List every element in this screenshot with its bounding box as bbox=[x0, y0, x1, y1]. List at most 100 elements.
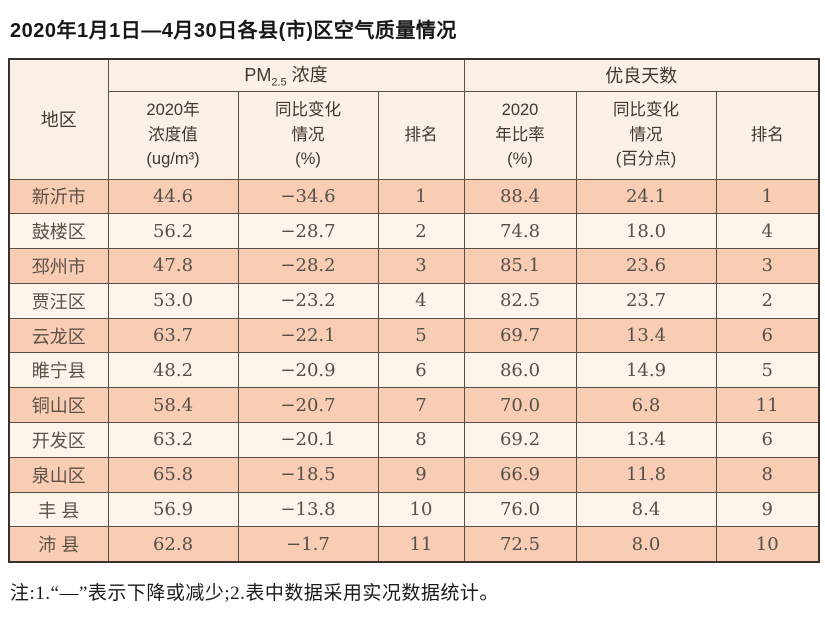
table-row: 铜山区 58.4 −20.7 7 70.0 6.8 11 bbox=[8, 387, 820, 424]
value-cell: 5 bbox=[715, 352, 820, 389]
value-cell: −20.1 bbox=[237, 422, 379, 458]
header-line: 2020年 bbox=[146, 100, 200, 119]
pm25-label-suffix: 浓度 bbox=[286, 65, 328, 86]
value-cell: 18.0 bbox=[575, 213, 717, 250]
value-cell: 4 bbox=[377, 282, 465, 319]
subheader-good-rank: 排名 bbox=[715, 90, 820, 180]
value-cell: 2 bbox=[715, 282, 820, 319]
group-header-row: 地区 PM2.5 浓度 优良天数 bbox=[8, 58, 820, 180]
value-cell: 3 bbox=[377, 248, 465, 284]
value-cell: 88.4 bbox=[463, 178, 577, 215]
footnote: 注:1.“—”表示下降或减少;2.表中数据采用实况数据统计。 bbox=[10, 582, 499, 604]
value-cell: −13.8 bbox=[237, 491, 379, 528]
value-cell: 23.7 bbox=[575, 282, 717, 319]
value-cell: 4 bbox=[715, 213, 820, 250]
region-cell: 云龙区 bbox=[8, 317, 109, 354]
subheader-good-change: 同比变化 情况 (百分点) bbox=[575, 90, 717, 180]
value-cell: 1 bbox=[715, 178, 820, 215]
value-cell: 58.4 bbox=[107, 387, 239, 424]
value-cell: 23.6 bbox=[575, 248, 717, 284]
subheader-pm-rank: 排名 bbox=[377, 90, 465, 180]
table-row: 邳州市 47.8 −28.2 3 85.1 23.6 3 bbox=[8, 248, 820, 284]
air-quality-table: 地区 PM2.5 浓度 优良天数 2020年 浓度值 (ug/m³) 同比变化 … bbox=[8, 58, 821, 563]
region-cell: 开发区 bbox=[8, 422, 109, 458]
header-line: 2020 bbox=[501, 100, 539, 119]
subheader-good-rate: 2020 年比率 (%) bbox=[463, 90, 577, 180]
header-line: (%) bbox=[507, 150, 533, 169]
header-region: 地区 bbox=[8, 58, 109, 180]
value-cell: 3 bbox=[715, 248, 820, 284]
page-title: 2020年1月1日—4月30日各县(市)区空气质量情况 bbox=[10, 20, 457, 42]
region-cell: 沛 县 bbox=[8, 526, 109, 563]
value-cell: 1 bbox=[377, 178, 465, 215]
value-cell: 11 bbox=[377, 526, 465, 563]
page: 2020年1月1日—4月30日各县(市)区空气质量情况 地区 PM2.5 浓度 … bbox=[8, 20, 821, 604]
region-cell: 泉山区 bbox=[8, 456, 109, 493]
pm25-label-subscript: 2.5 bbox=[271, 77, 287, 90]
value-cell: −20.7 bbox=[237, 387, 379, 424]
header-line: (ug/m³) bbox=[146, 150, 200, 169]
value-cell: −28.2 bbox=[237, 248, 379, 284]
value-cell: 6 bbox=[377, 352, 465, 389]
value-cell: 53.0 bbox=[107, 282, 239, 319]
value-cell: 82.5 bbox=[463, 282, 577, 319]
value-cell: 8.4 bbox=[575, 491, 717, 528]
sub-header-row: 2020年 浓度值 (ug/m³) 同比变化 情况 (%) 排名 2020 年比… bbox=[9, 90, 820, 180]
region-cell: 新沂市 bbox=[8, 178, 109, 215]
header-line: 情况 bbox=[291, 125, 325, 144]
value-cell: −23.2 bbox=[237, 282, 379, 319]
value-cell: −1.7 bbox=[237, 526, 379, 563]
value-cell: 85.1 bbox=[463, 248, 577, 284]
region-cell: 邳州市 bbox=[8, 248, 109, 284]
value-cell: 6 bbox=[715, 317, 820, 354]
value-cell: 5 bbox=[377, 317, 465, 354]
value-cell: 86.0 bbox=[463, 352, 577, 389]
table-row: 丰 县 56.9 −13.8 10 76.0 8.4 9 bbox=[8, 491, 820, 528]
group-header-pm25: PM2.5 浓度 bbox=[107, 58, 465, 92]
value-cell: 48.2 bbox=[107, 352, 239, 389]
value-cell: 47.8 bbox=[107, 248, 239, 284]
value-cell: 24.1 bbox=[575, 178, 717, 215]
value-cell: 56.2 bbox=[107, 213, 239, 250]
value-cell: −28.7 bbox=[237, 213, 379, 250]
value-cell: 66.9 bbox=[463, 456, 577, 493]
value-cell: 13.4 bbox=[575, 317, 717, 354]
table-header: 地区 PM2.5 浓度 优良天数 2020年 浓度值 (ug/m³) 同比变化 … bbox=[8, 58, 820, 180]
value-cell: 8 bbox=[715, 456, 820, 493]
table-row: 贾汪区 53.0 −23.2 4 82.5 23.7 2 bbox=[8, 282, 820, 319]
value-cell: 72.5 bbox=[463, 526, 577, 563]
value-cell: −20.9 bbox=[237, 352, 379, 389]
region-cell: 睢宁县 bbox=[8, 352, 109, 389]
value-cell: 10 bbox=[377, 491, 465, 528]
table-row: 云龙区 63.7 −22.1 5 69.7 13.4 6 bbox=[8, 317, 820, 354]
table-row: 鼓楼区 56.2 −28.7 2 74.8 18.0 4 bbox=[8, 213, 820, 250]
value-cell: 69.7 bbox=[463, 317, 577, 354]
value-cell: 11 bbox=[715, 387, 820, 424]
subheader-pm-value: 2020年 浓度值 (ug/m³) bbox=[107, 90, 239, 180]
value-cell: 76.0 bbox=[463, 491, 577, 528]
value-cell: 62.8 bbox=[107, 526, 239, 563]
value-cell: 6 bbox=[715, 422, 820, 458]
header-line: 浓度值 bbox=[148, 125, 198, 144]
value-cell: 65.8 bbox=[107, 456, 239, 493]
value-cell: 10 bbox=[715, 526, 820, 563]
header-line: 年比率 bbox=[495, 125, 545, 144]
value-cell: 7 bbox=[377, 387, 465, 424]
value-cell: 2 bbox=[377, 213, 465, 250]
table-row: 睢宁县 48.2 −20.9 6 86.0 14.9 5 bbox=[8, 352, 820, 389]
header-line: 同比变化 bbox=[275, 100, 341, 119]
value-cell: 44.6 bbox=[107, 178, 239, 215]
table-body: 新沂市 44.6 −34.6 1 88.4 24.1 1 鼓楼区 56.2 −28.7 2 74.8 1… bbox=[8, 178, 820, 563]
value-cell: 14.9 bbox=[575, 352, 717, 389]
value-cell: 56.9 bbox=[107, 491, 239, 528]
header-line: 情况 bbox=[629, 125, 663, 144]
value-cell: −18.5 bbox=[237, 456, 379, 493]
table-row: 沛 县 62.8 −1.7 11 72.5 8.0 10 bbox=[8, 526, 820, 563]
header-line: 同比变化 bbox=[613, 100, 679, 119]
region-cell: 铜山区 bbox=[8, 387, 109, 424]
value-cell: 74.8 bbox=[463, 213, 577, 250]
value-cell: 9 bbox=[715, 491, 820, 528]
value-cell: −34.6 bbox=[237, 178, 379, 215]
value-cell: 9 bbox=[377, 456, 465, 493]
value-cell: 70.0 bbox=[463, 387, 577, 424]
